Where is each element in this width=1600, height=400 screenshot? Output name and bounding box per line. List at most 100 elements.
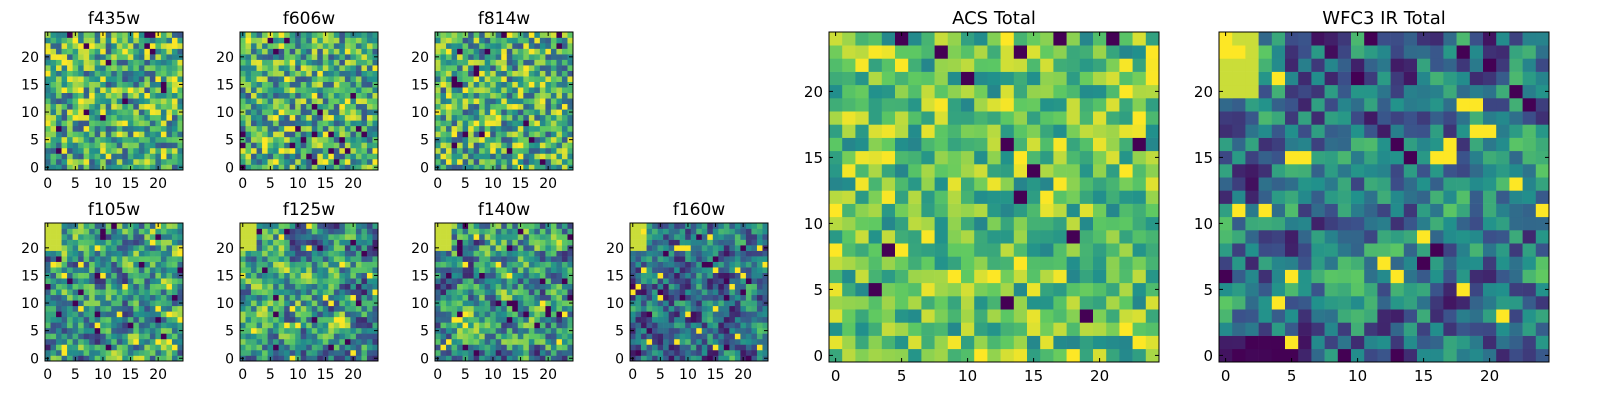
- heatmap-cell: [451, 87, 458, 94]
- heatmap-cell: [947, 243, 962, 257]
- heatmap-cell: [240, 316, 246, 323]
- heatmap-cell: [479, 158, 485, 165]
- heatmap-cell: [1053, 282, 1067, 297]
- heatmap-cell: [61, 223, 68, 229]
- heatmap-cell: [61, 87, 68, 94]
- heatmap-cell: [685, 283, 692, 290]
- heatmap-cell: [111, 153, 118, 160]
- heatmap-cell: [657, 234, 664, 240]
- heatmap-cell: [556, 294, 563, 301]
- heatmap-cell: [528, 98, 535, 105]
- heatmap-cell: [333, 278, 340, 285]
- heatmap-cell: [1066, 230, 1081, 244]
- heatmap-cell: [523, 125, 530, 132]
- heatmap-cell: [523, 294, 530, 301]
- heatmap-cell: [501, 261, 508, 268]
- heatmap-cell: [685, 234, 692, 240]
- heatmap-cell: [484, 338, 491, 345]
- heatmap-cell: [679, 349, 686, 356]
- heatmap-cell: [116, 305, 123, 312]
- heatmap-cell: [339, 311, 346, 318]
- heatmap-cell: [457, 164, 463, 171]
- heatmap-cell: [462, 234, 469, 240]
- heatmap-cell: [138, 98, 145, 105]
- heatmap-cell: [155, 48, 162, 55]
- heatmap-cell: [116, 355, 123, 362]
- heatmap-cell: [440, 103, 447, 110]
- y-tick-label: 20: [606, 241, 624, 257]
- heatmap-cell: [490, 316, 497, 323]
- heatmap-cell: [278, 81, 285, 88]
- heatmap-cell: [300, 294, 307, 301]
- heatmap-cell: [256, 164, 263, 171]
- heatmap-cell: [138, 114, 145, 121]
- heatmap-cell: [160, 349, 167, 356]
- heatmap-cell: [100, 147, 107, 154]
- heatmap-cell: [961, 256, 975, 270]
- heatmap-cell: [155, 228, 162, 235]
- heatmap-cell: [663, 267, 669, 273]
- heatmap-cell: [855, 190, 869, 204]
- heatmap-cell: [361, 65, 368, 71]
- heatmap-cell: [328, 261, 335, 268]
- heatmap-cell: [251, 256, 257, 262]
- heatmap-cell: [262, 272, 268, 279]
- heatmap-cell: [512, 32, 519, 38]
- heatmap-cell: [89, 333, 95, 340]
- heatmap-cell: [1000, 243, 1015, 257]
- heatmap-cell: [56, 349, 62, 356]
- heatmap-cell: [473, 120, 480, 127]
- heatmap-cell: [56, 256, 62, 262]
- heatmap-cell: [440, 114, 447, 121]
- heatmap-cell: [446, 65, 452, 71]
- heatmap-cell: [908, 335, 922, 350]
- heatmap-cell: [339, 234, 346, 240]
- heatmap-cell: [105, 76, 112, 82]
- heatmap-cell: [50, 164, 57, 171]
- heatmap-cell: [895, 335, 909, 350]
- heatmap-cell: [701, 311, 708, 318]
- heatmap-cell: [561, 153, 568, 160]
- heatmap-cell: [479, 54, 485, 60]
- heatmap-cell: [372, 239, 379, 246]
- heatmap-cell: [267, 114, 274, 121]
- heatmap-cell: [534, 305, 541, 312]
- heatmap-cell: [528, 136, 535, 143]
- heatmap-cell: [517, 98, 524, 105]
- heatmap-cell: [344, 70, 351, 77]
- heatmap-cell: [1132, 282, 1147, 297]
- heatmap-cell: [177, 338, 184, 345]
- heatmap-cell: [306, 54, 313, 60]
- heatmap-cell: [528, 228, 535, 235]
- heatmap-cell: [160, 272, 167, 279]
- heatmap-cell: [690, 333, 697, 340]
- heatmap-cell: [495, 153, 502, 160]
- heatmap-cell: [435, 289, 441, 296]
- heatmap-cell: [512, 76, 519, 82]
- heatmap-cell: [127, 98, 134, 105]
- heatmap-cell: [240, 59, 246, 66]
- heatmap-cell: [512, 158, 519, 165]
- heatmap-cell: [512, 267, 519, 273]
- heatmap-cell: [177, 120, 184, 127]
- heatmap-cell: [517, 278, 524, 285]
- heatmap-cell: [1066, 203, 1081, 218]
- axes-frame: [44, 222, 184, 362]
- heatmap-cell: [495, 147, 502, 154]
- heatmap-cell: [328, 76, 335, 82]
- heatmap-cell: [723, 322, 730, 329]
- heatmap-cell: [751, 355, 758, 362]
- heatmap-cell: [512, 65, 519, 71]
- heatmap-cell: [256, 92, 263, 99]
- heatmap-cell: [339, 48, 346, 55]
- heatmap-cell: [116, 98, 123, 105]
- heatmap-cell: [149, 272, 156, 279]
- heatmap-cell: [278, 311, 285, 318]
- heatmap-cell: [138, 322, 145, 329]
- heatmap-cell: [435, 283, 441, 290]
- heatmap-cell: [679, 322, 686, 329]
- heatmap-cell: [545, 289, 552, 296]
- heatmap-cell: [262, 153, 268, 160]
- heatmap-cell: [311, 261, 318, 268]
- heatmap-cell: [987, 296, 1001, 310]
